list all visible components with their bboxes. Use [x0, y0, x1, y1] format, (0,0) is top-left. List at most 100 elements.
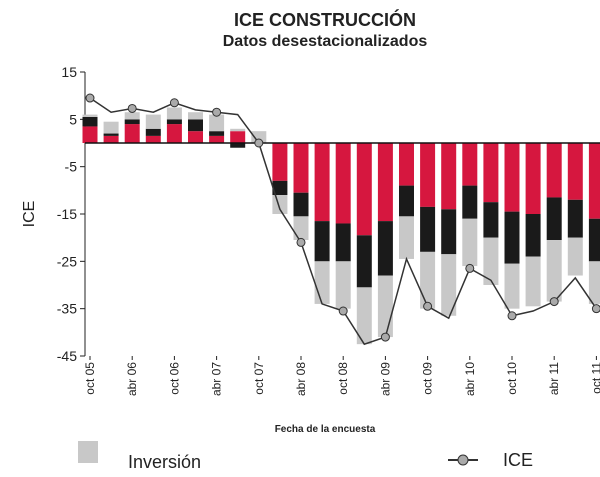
- x-tick-label: abr 07: [210, 362, 224, 396]
- bar-segment: [145, 128, 161, 136]
- y-tick-label: -25: [57, 253, 77, 269]
- bar-segment: [504, 143, 520, 212]
- bar-segment: [356, 143, 372, 236]
- bar-segment: [399, 216, 414, 259]
- bar-segment: [377, 275, 393, 338]
- bar-segment: [103, 121, 119, 134]
- bar-segment: [293, 143, 309, 193]
- bar-segment: [377, 143, 393, 222]
- bar-segment: [82, 126, 98, 143]
- x-tick-label: abr 11: [547, 362, 561, 395]
- bar-segment: [124, 119, 140, 125]
- bar-segment: [504, 263, 520, 309]
- bar-segment: [588, 218, 600, 262]
- y-tick-label: -45: [57, 348, 77, 364]
- bar-segment: [314, 261, 330, 304]
- bar-segment: [145, 135, 161, 143]
- bar-segment: [124, 124, 140, 143]
- bar-segment: [166, 124, 182, 143]
- ice-marker: [507, 311, 517, 321]
- ice-marker: [380, 332, 390, 342]
- bar-segment: [335, 143, 351, 224]
- x-tick-label: abr 08: [294, 362, 308, 396]
- bar-segment: [588, 261, 600, 304]
- ice-marker: [212, 107, 222, 117]
- bar-segment: [272, 143, 288, 181]
- bar-segment: [145, 114, 161, 129]
- bar-segment: [567, 237, 583, 276]
- bar-segment: [377, 221, 393, 276]
- bar-segment: [166, 107, 182, 120]
- bar-segment: [124, 112, 140, 120]
- x-tick-label: oct 09: [421, 362, 435, 395]
- y-tick-label: -5: [65, 159, 78, 175]
- bar-segment: [82, 116, 98, 127]
- bar-segment: [230, 143, 246, 148]
- bar-segment: [103, 135, 119, 143]
- bar-segment: [314, 143, 330, 222]
- bar-segment: [567, 199, 583, 238]
- y-axis-label: ICE: [21, 201, 38, 228]
- bar-segment: [546, 240, 562, 302]
- x-tick-label: abr 10: [463, 362, 477, 396]
- bar-segment: [441, 254, 457, 316]
- bar-segment: [356, 287, 372, 345]
- x-tick-label: oct 07: [252, 362, 266, 395]
- y-tick-label: 5: [69, 111, 77, 127]
- bar-segment: [314, 221, 330, 262]
- x-tick-label: abr 09: [378, 362, 392, 396]
- ice-marker: [296, 237, 306, 247]
- x-axis-label: Fecha de la encuesta: [275, 424, 376, 435]
- chart-subtitle: Datos desestacionalizados: [223, 33, 428, 50]
- bar-segment: [399, 185, 414, 217]
- bar-segment: [483, 237, 499, 285]
- x-tick-label: abr 06: [125, 362, 139, 396]
- bar-segment: [462, 143, 478, 186]
- ice-marker: [591, 304, 600, 314]
- bar-segment: [209, 114, 225, 132]
- bar-segment: [335, 261, 351, 309]
- bar-segment: [82, 114, 98, 117]
- bar-segment: [546, 143, 562, 198]
- y-tick-label: 15: [61, 64, 77, 80]
- ice-marker: [127, 103, 137, 113]
- bar-segment: [209, 131, 225, 136]
- bar-segment: [272, 180, 288, 196]
- bar-segment: [462, 218, 478, 267]
- bar-segment: [399, 143, 414, 186]
- bar-segment: [420, 206, 436, 252]
- bar-segment: [441, 209, 457, 255]
- legend-label: ICE: [503, 450, 533, 470]
- bar-segment: [441, 143, 457, 210]
- bar-segment: [103, 133, 119, 136]
- bar-segment: [356, 235, 372, 288]
- legend-label: Inversión: [128, 452, 201, 472]
- legend-marker: [457, 454, 469, 466]
- y-tick-label: -15: [57, 206, 77, 222]
- bar-segment: [546, 197, 562, 241]
- ice-marker: [423, 301, 433, 311]
- chart-title: ICE CONSTRUCCIÓN: [234, 9, 416, 30]
- x-tick-label: oct 10: [505, 362, 519, 395]
- bar-segment: [525, 143, 541, 214]
- bar-segment: [483, 202, 499, 238]
- bar-segment: [462, 185, 478, 219]
- bar-segment: [272, 195, 288, 214]
- bar-segment: [420, 251, 436, 309]
- bar-segment: [188, 131, 203, 143]
- bar-segment: [230, 128, 246, 132]
- x-tick-label: oct 08: [336, 362, 350, 395]
- ice-marker: [169, 98, 179, 108]
- x-tick-label: oct 11: [589, 362, 600, 394]
- y-tick-label: -35: [57, 301, 77, 317]
- bar-segment: [293, 192, 309, 217]
- bar-segment: [209, 135, 225, 143]
- bar-segment: [166, 119, 182, 125]
- bar-segment: [251, 131, 267, 143]
- ice-marker: [85, 93, 95, 103]
- bar-segment: [588, 143, 600, 219]
- bar-segment: [525, 256, 541, 307]
- bar-segment: [525, 214, 541, 257]
- bar-segment: [420, 143, 436, 207]
